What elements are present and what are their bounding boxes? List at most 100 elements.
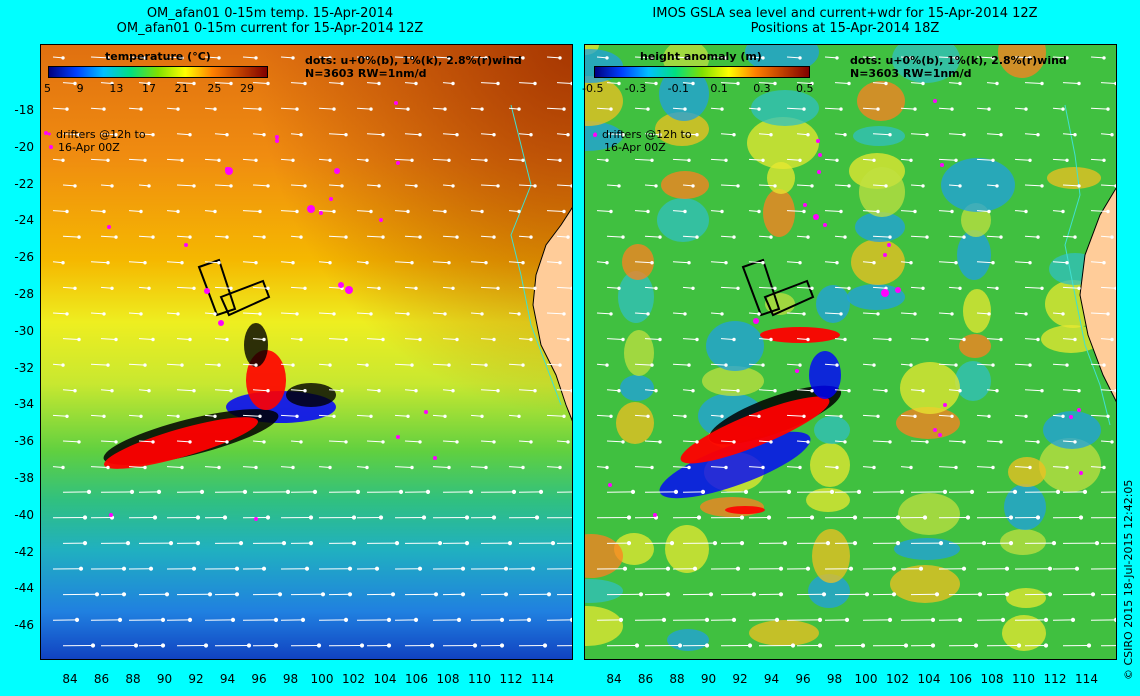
- arrow-head: [73, 81, 77, 86]
- arrow-head: [225, 440, 229, 444]
- eddy: [665, 525, 709, 573]
- arrow-head: [312, 489, 318, 494]
- arrow-head: [991, 158, 995, 163]
- arrow-head: [1102, 56, 1106, 60]
- arrow-head: [736, 286, 740, 291]
- longitude-label: 106: [949, 672, 972, 686]
- longitude-label: 112: [499, 672, 523, 686]
- arrow-head: [658, 133, 662, 137]
- current-arrow: [872, 440, 891, 443]
- current-arrow: [1090, 261, 1105, 264]
- arrow-head: [646, 414, 650, 418]
- arrow-head: [665, 566, 671, 571]
- current-arrow: [280, 56, 294, 59]
- arrow-head: [1008, 515, 1014, 520]
- arrow-head: [786, 489, 792, 494]
- current-arrow: [508, 261, 524, 264]
- arrow-head: [757, 209, 761, 214]
- current-arrow: [204, 466, 220, 468]
- arrow-head: [1040, 184, 1044, 188]
- current-arrow: [758, 389, 776, 392]
- current-arrow: [470, 363, 487, 366]
- latitude-label: -36: [14, 434, 34, 449]
- current-arrow: [824, 210, 842, 212]
- eddy: [812, 529, 850, 583]
- arrow-head: [491, 515, 497, 520]
- longitude-label: 86: [637, 672, 654, 686]
- current-arrow: [606, 133, 624, 136]
- right-stats-note: N=3603 RW=1nm/d: [850, 67, 972, 80]
- arrow-head: [77, 235, 81, 239]
- arrow-head: [332, 209, 336, 214]
- arrow-head: [511, 489, 517, 494]
- latitude-label: -46: [14, 618, 34, 633]
- arrow-head: [942, 489, 948, 494]
- arrow-head: [246, 643, 252, 648]
- arrow-head: [533, 184, 537, 188]
- arrow-head: [1024, 107, 1028, 111]
- drifter-dots: [593, 99, 1083, 517]
- drifter-dot: [933, 428, 937, 432]
- arrow-head: [78, 566, 84, 571]
- eddy: [616, 402, 654, 444]
- current-arrow: [546, 363, 561, 366]
- arrow-head: [340, 184, 344, 188]
- height-legend-title: height anomaly (m): [640, 50, 762, 63]
- current-arrow: [470, 261, 487, 264]
- arrow-head: [683, 209, 687, 214]
- arrow-head: [133, 643, 139, 648]
- current-arrow: [62, 338, 80, 340]
- current-arrow: [1100, 389, 1116, 392]
- current-arrow: [606, 338, 624, 340]
- colorbar-tick: 9: [76, 82, 84, 95]
- arrow-head: [843, 235, 847, 239]
- current-arrow: [786, 56, 801, 59]
- current-arrow: [644, 235, 661, 238]
- arrow-head: [887, 617, 893, 623]
- current-arrow: [328, 440, 347, 443]
- arrow-head: [254, 261, 258, 265]
- arrow-head: [195, 515, 201, 520]
- longitude-label: 88: [669, 672, 685, 686]
- arrow-head: [1070, 617, 1076, 623]
- arrow-head: [147, 184, 151, 188]
- current-arrow: [394, 466, 413, 468]
- arrow-head: [558, 465, 562, 470]
- arrow-head: [1090, 592, 1096, 597]
- arrow-head: [344, 235, 348, 239]
- arrow-head: [222, 515, 228, 520]
- arrow-head: [188, 337, 192, 342]
- arrow-head: [443, 209, 447, 214]
- arrow-head: [533, 81, 537, 86]
- arrow-head: [344, 337, 348, 342]
- arrow-head: [1073, 235, 1077, 239]
- arrow-head: [687, 56, 691, 60]
- arrow-head: [950, 414, 954, 418]
- drifter-dot: [204, 288, 210, 294]
- arrow-head: [930, 617, 936, 623]
- longitude-label: 102: [886, 672, 909, 686]
- arrow-head: [687, 363, 691, 367]
- current-arrow: [166, 107, 179, 110]
- current-arrow: [62, 235, 80, 238]
- arrow-head: [558, 56, 562, 60]
- longitude-label: 94: [219, 672, 236, 686]
- current-arrow: [214, 184, 232, 187]
- arrow-head: [139, 107, 143, 111]
- current-arrow: [290, 184, 306, 187]
- current-arrow: [710, 363, 727, 366]
- current-arrow: [404, 338, 421, 340]
- current-arrow: [758, 184, 776, 187]
- colorbar-tick: 21: [174, 82, 189, 95]
- drifter-dot: [938, 433, 942, 437]
- arrow-head: [650, 465, 654, 470]
- arrow-head: [534, 515, 540, 520]
- height-anomaly-field: [585, 45, 1116, 659]
- arrow-head: [626, 541, 632, 546]
- drifter-dot: [424, 410, 428, 414]
- arrow-head: [303, 184, 307, 188]
- arrow-head: [558, 158, 562, 163]
- current-arrow: [90, 363, 109, 366]
- arrow-head: [217, 158, 221, 163]
- arrow-head: [766, 515, 772, 520]
